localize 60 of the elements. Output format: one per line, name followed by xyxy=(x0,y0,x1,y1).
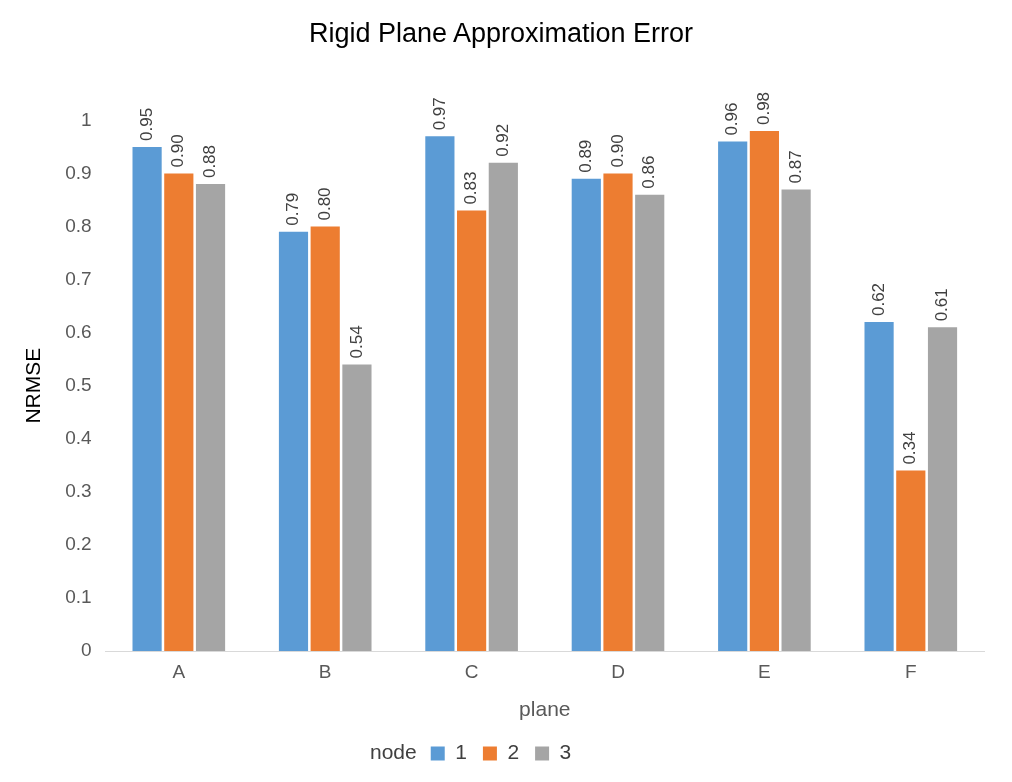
bar xyxy=(635,194,665,651)
x-tick-label: E xyxy=(758,660,771,682)
bar xyxy=(749,131,779,651)
bar xyxy=(781,189,811,651)
x-tick-label: C xyxy=(464,660,479,682)
bar xyxy=(195,184,226,651)
y-tick-label: 0.8 xyxy=(65,214,92,236)
data-label: 0.90 xyxy=(168,134,188,168)
data-label: 0.96 xyxy=(722,102,742,136)
data-label: 0.54 xyxy=(346,325,366,359)
bar xyxy=(425,136,455,651)
y-tick-label: 0 xyxy=(81,639,92,661)
data-label: 0.87 xyxy=(785,150,805,184)
bar xyxy=(603,173,633,651)
y-tick-label: 0.1 xyxy=(65,586,92,608)
y-tick-label: 0.2 xyxy=(65,533,92,555)
data-label: 0.95 xyxy=(136,107,156,141)
bar xyxy=(896,470,926,651)
x-tick-label: A xyxy=(172,660,186,682)
bar xyxy=(164,173,194,651)
y-tick-label: 0.5 xyxy=(65,373,92,395)
data-label: 0.89 xyxy=(575,139,595,173)
data-label: 0.98 xyxy=(754,91,774,126)
y-tick-label: 0.3 xyxy=(65,480,92,502)
data-label: 0.79 xyxy=(283,192,303,226)
chart-title: Rigid Plane Approximation Error xyxy=(308,17,694,48)
bar xyxy=(864,322,894,651)
data-label: 0.92 xyxy=(493,123,513,157)
x-tick-label: F xyxy=(905,660,917,682)
x-tick-label: D xyxy=(611,660,625,682)
legend-title: node xyxy=(370,740,417,764)
bar xyxy=(278,231,309,651)
legend-label: 3 xyxy=(559,740,572,764)
legend-label: 2 xyxy=(507,740,520,764)
y-tick-label: 0.4 xyxy=(65,426,93,448)
legend-label: 1 xyxy=(455,740,467,764)
bar xyxy=(718,141,748,651)
y-tick-label: 1 xyxy=(81,108,92,130)
bar xyxy=(342,364,372,651)
data-label: 0.61 xyxy=(932,288,952,322)
y-tick-label: 0.9 xyxy=(65,161,92,183)
bar xyxy=(310,226,340,651)
bar xyxy=(488,162,518,651)
data-label: 0.90 xyxy=(607,134,627,168)
data-label: 0.86 xyxy=(639,155,659,189)
y-tick-label: 0.7 xyxy=(65,267,92,289)
data-label: 0.62 xyxy=(868,282,888,317)
y-axis-title: NRMSE xyxy=(21,347,45,424)
x-tick-label: B xyxy=(318,660,332,682)
data-label: 0.97 xyxy=(429,97,449,131)
bar xyxy=(457,210,487,651)
bar xyxy=(927,327,958,651)
data-label: 0.80 xyxy=(314,187,334,221)
x-axis-title: plane xyxy=(519,697,571,721)
data-label: 0.83 xyxy=(461,171,481,205)
bar xyxy=(571,178,601,651)
data-label: 0.88 xyxy=(200,144,220,179)
data-label: 0.34 xyxy=(900,431,920,465)
y-tick-label: 0.6 xyxy=(65,320,92,342)
bar xyxy=(132,146,162,651)
